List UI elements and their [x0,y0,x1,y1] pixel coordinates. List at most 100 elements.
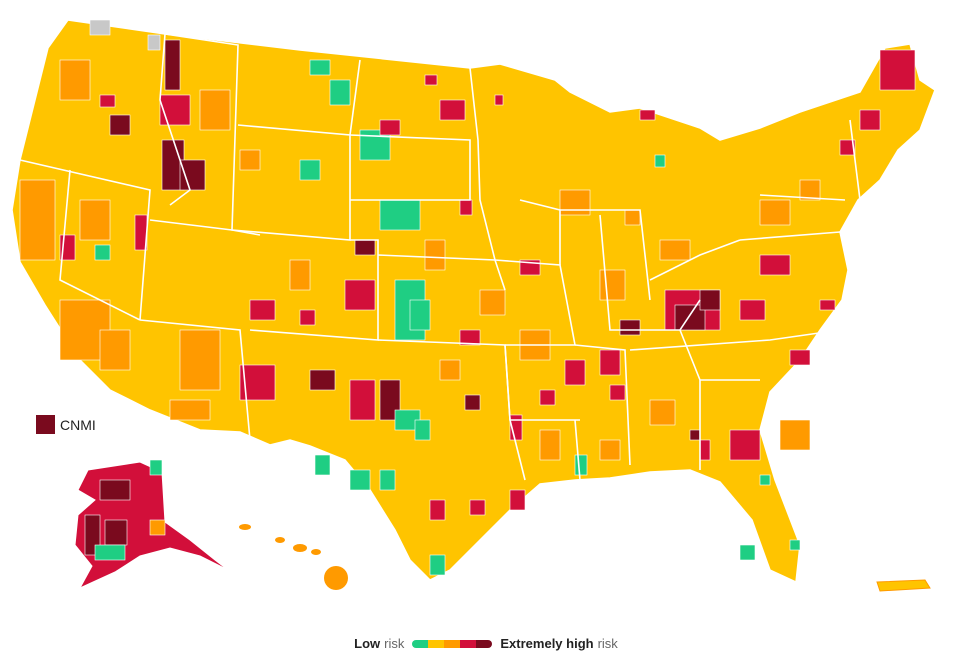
county-cluster-green [149,459,163,476]
county-cluster-orange [599,269,626,301]
county-cluster-green [379,199,421,231]
county-cluster-orange [479,289,506,316]
county-cluster-red [249,299,276,321]
county-cluster-orange [559,189,591,216]
state-borders [19,33,861,481]
legend-swatch-4 [476,639,493,648]
county-cluster-orange [19,179,56,261]
county-cluster-orange [779,419,811,451]
county-cluster-orange [179,329,221,391]
county-cluster-green [314,454,331,476]
county-cluster-red [819,299,836,311]
county-cluster-red [564,359,586,386]
county-cluster-gray [89,19,111,36]
county-cluster-red [729,429,761,461]
county-cluster-dark-red [699,289,721,311]
legend-color-scale [412,639,493,648]
county-cluster-orange [99,329,131,371]
county-cluster-red [699,439,711,461]
cnmi-inset: CNMI [36,415,96,434]
county-cluster-dark-red [354,239,376,256]
legend-swatch-1 [428,639,445,648]
county-cluster-red [839,139,856,156]
county-cluster-green [759,474,771,486]
county-cluster-green [409,299,431,331]
county-cluster-red [789,349,811,366]
county-cluster-orange [424,239,446,271]
county-cluster-green [414,419,431,441]
county-cluster-gray [147,34,161,51]
county-cluster-orange [759,199,791,226]
county-cluster-red [99,94,116,108]
county-cluster-orange [289,259,311,291]
county-cluster-green [349,469,371,491]
county-cluster-red [509,489,526,511]
county-cluster-orange [59,59,91,101]
county-cluster-green [94,244,111,261]
county-cluster-dark-red [689,429,701,441]
cnmi-swatch [36,415,55,434]
county-cluster-red [429,499,446,521]
legend-high-suffix: risk [597,636,618,651]
county-cluster-orange [439,359,461,381]
county-cluster-green [309,59,331,76]
county-cluster-red [459,329,481,346]
legend-low-suffix: risk [384,636,405,651]
county-cluster-green [299,159,321,181]
county-cluster-red [739,299,766,321]
county-cluster-dark-red [109,114,131,136]
county-cluster-green [329,79,351,106]
legend-swatch-2 [444,639,461,648]
risk-legend: Low risk Extremely high risk [0,636,972,651]
county-cluster-orange [149,519,166,536]
county-cluster-orange [649,399,676,426]
county-cluster-dark-red [464,394,481,411]
county-cluster-orange [79,199,111,241]
county-cluster-red [639,109,656,121]
county-cluster-orange [239,149,261,171]
county-cluster-green [739,544,756,561]
county-cluster-dark-red [104,519,128,546]
hawaii-islands [239,524,348,590]
county-cluster-green [94,544,126,561]
county-cluster-red [599,349,621,376]
puerto-rico-landmass [876,579,931,592]
county-cluster-red [469,499,486,516]
county-cluster-green [789,539,801,551]
legend-swatch-3 [460,639,477,648]
county-cluster-red [879,49,916,91]
county-cluster-red [349,379,376,421]
legend-high-word: Extremely high [500,636,594,651]
county-cluster-green [574,454,588,476]
county-cluster-red [609,384,626,401]
county-cluster-red [344,279,376,311]
county-cluster-red [859,109,881,131]
legend-swatch-0 [412,639,429,648]
county-cluster-orange [624,209,641,226]
county-cluster-red [539,389,556,406]
county-cluster-red [159,94,191,126]
county-cluster-red [459,199,473,216]
county-cluster-red [379,119,401,136]
county-cluster-red [439,99,466,121]
county-cluster-dark-red [179,159,206,191]
county-cluster-red [494,94,504,106]
county-cluster-red [759,254,791,276]
county-cluster-orange [799,179,821,201]
county-cluster-red [424,74,438,86]
county-cluster-green [654,154,666,168]
legend-low-word: Low [354,636,381,651]
county-cluster-orange [599,439,621,461]
county-cluster-orange [659,239,691,261]
county-cluster-green [379,469,396,491]
county-cluster-red [299,309,316,326]
county-cluster-orange [539,429,561,461]
county-cluster-dark-red [309,369,336,391]
county-cluster-dark-red [619,319,641,336]
cnmi-label: CNMI [60,416,96,433]
county-cluster-orange [199,89,231,131]
county-cluster-dark-red [164,39,181,91]
county-cluster-dark-red [99,479,131,501]
county-cluster-orange [169,399,211,421]
